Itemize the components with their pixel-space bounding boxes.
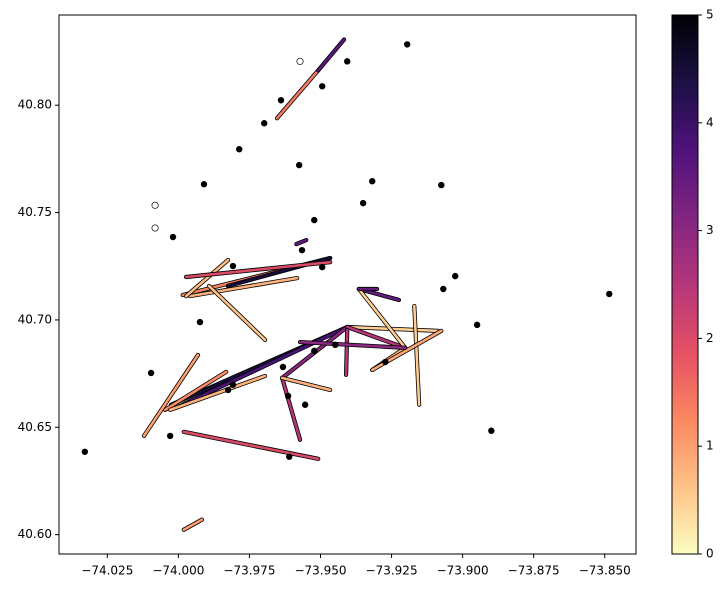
point	[166, 432, 174, 440]
x-tick-label: −73.850	[579, 564, 631, 578]
line-segment	[163, 370, 228, 412]
point	[296, 57, 304, 65]
x-tick-label: −73.950	[294, 564, 346, 578]
point	[319, 263, 326, 271]
point	[147, 369, 155, 377]
line-segment	[412, 304, 421, 407]
x-tick-label: −73.975	[223, 564, 275, 578]
colorbar-tick-label: 4	[706, 115, 714, 129]
point	[224, 386, 232, 394]
colorbar-tick-label: 3	[706, 223, 714, 237]
line-segment	[316, 38, 346, 72]
y-tick-label: 40.80	[18, 98, 52, 112]
line-segment	[182, 518, 204, 532]
colorbar-tick-label: 0	[706, 547, 714, 561]
point	[261, 120, 268, 127]
y-tick-label: 40.65	[18, 420, 52, 434]
point	[169, 233, 177, 241]
y-tick-label: 40.60	[18, 527, 52, 541]
line-segment	[184, 260, 332, 279]
line-segment	[357, 287, 407, 350]
x-tick-label: −74.000	[152, 564, 204, 578]
point	[319, 83, 326, 90]
x-tick-label: −74.025	[81, 564, 133, 578]
x-tick-label: −73.875	[508, 564, 560, 578]
line-segment	[280, 376, 332, 392]
point	[311, 347, 318, 355]
line-segment	[182, 430, 320, 461]
line-segment	[174, 325, 349, 410]
line-segment	[344, 328, 349, 377]
line-segment	[207, 284, 267, 342]
colorbar-tick-label: 1	[706, 439, 714, 453]
point	[151, 224, 159, 232]
line-segment	[168, 374, 267, 412]
colorbar-tick-label: 2	[706, 331, 714, 345]
line-segment	[142, 353, 200, 438]
line-segment	[298, 340, 407, 350]
point	[344, 58, 351, 65]
line-segment	[295, 238, 308, 246]
line-segment	[345, 325, 407, 350]
plot-frame	[58, 14, 637, 555]
point	[359, 199, 367, 207]
x-tick-label: −73.925	[366, 564, 418, 578]
point	[606, 290, 613, 298]
point	[403, 41, 411, 48]
point	[236, 146, 243, 153]
line-segment	[188, 276, 299, 298]
point	[369, 178, 376, 185]
point	[295, 161, 303, 169]
line-segment	[184, 258, 230, 298]
line-segment	[275, 69, 320, 120]
point	[473, 321, 481, 329]
colorbar	[671, 14, 699, 555]
y-tick-label: 40.70	[18, 312, 52, 326]
point	[151, 201, 159, 209]
colorbar-tick-label: 5	[706, 8, 714, 22]
point	[301, 401, 309, 408]
point	[196, 318, 204, 326]
point	[332, 341, 339, 349]
point	[311, 216, 318, 224]
point	[440, 285, 447, 293]
point	[229, 381, 237, 388]
point	[382, 358, 389, 366]
point	[286, 453, 293, 460]
x-tick-label: −73.900	[437, 564, 489, 578]
point	[488, 427, 495, 434]
point	[81, 448, 89, 455]
line-segment	[370, 329, 443, 372]
y-tick-label: 40.75	[18, 205, 52, 219]
point	[452, 272, 459, 280]
point	[229, 262, 237, 270]
point	[200, 181, 208, 188]
line-segment	[280, 376, 302, 442]
point	[277, 97, 285, 104]
point	[279, 363, 287, 371]
point	[284, 392, 292, 400]
point	[298, 246, 306, 254]
point	[438, 181, 445, 189]
